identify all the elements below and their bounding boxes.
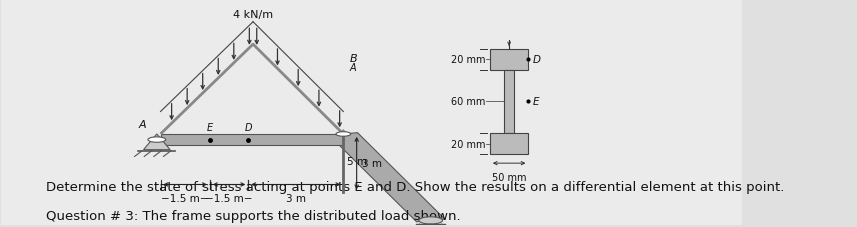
Text: −1.5 m−: −1.5 m− [206,194,253,204]
Text: Determine the state of stress acting at points E and D. Show the results on a di: Determine the state of stress acting at … [45,180,784,193]
Text: 60 mm: 60 mm [451,97,485,107]
Text: −1.5 m−: −1.5 m− [161,194,209,204]
Text: 3 m: 3 m [286,194,306,204]
Circle shape [419,217,442,224]
Text: A: A [350,62,356,72]
Text: A: A [138,120,146,130]
Text: B: B [350,53,357,63]
Text: D: D [533,55,541,65]
Polygon shape [143,134,171,150]
Text: Question # 3: The frame supports the distributed load shown.: Question # 3: The frame supports the dis… [45,209,460,222]
Text: 4 kN/m: 4 kN/m [233,10,273,20]
Bar [490,49,529,71]
Text: E: E [207,122,213,132]
Circle shape [148,137,165,143]
Circle shape [336,132,351,137]
Text: D: D [244,122,252,132]
FancyBboxPatch shape [329,133,445,222]
Bar [490,133,529,155]
FancyBboxPatch shape [2,1,741,225]
FancyBboxPatch shape [160,134,344,146]
Text: 20 mm: 20 mm [451,55,485,65]
Text: 3 m: 3 m [362,158,382,168]
Text: E: E [533,97,539,107]
Text: 5 m: 5 m [347,156,368,166]
Bar [504,71,514,133]
Text: 20 mm: 20 mm [451,139,485,149]
Text: 50 mm: 50 mm [492,172,526,182]
